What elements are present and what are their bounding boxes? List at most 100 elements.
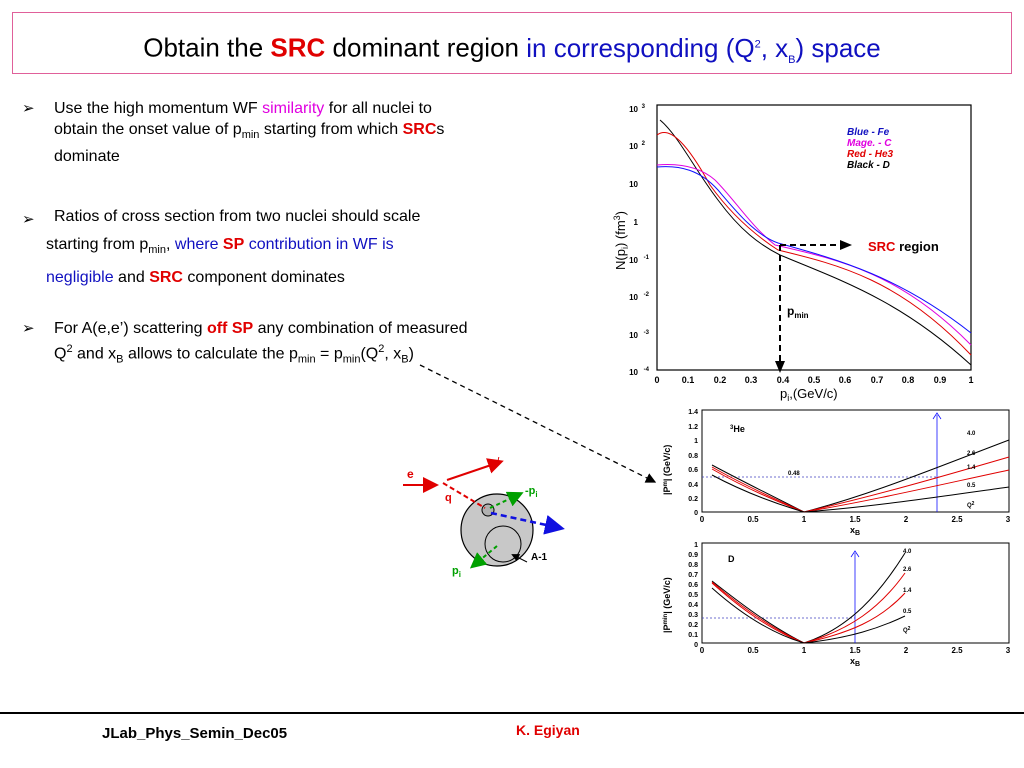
curve-label-4.0: 4.0 bbox=[967, 431, 976, 437]
svg-text:3: 3 bbox=[1006, 515, 1011, 524]
curve-label-0.5: 0.5 bbox=[903, 609, 912, 615]
curve-label-1.4: 1.4 bbox=[967, 465, 976, 471]
bullet-2: ➢ Ratios of cross section from two nucle… bbox=[22, 208, 421, 287]
curve-0.5 bbox=[711, 474, 1010, 513]
bullet-arrow-icon: ➢ bbox=[22, 100, 35, 117]
ytick-1000-exp: 3 bbox=[642, 104, 646, 110]
x-axis-label: xB bbox=[850, 525, 860, 537]
svg-text:0.8: 0.8 bbox=[688, 562, 698, 569]
x-axis-label: pi,(GeV/c) bbox=[780, 386, 838, 403]
ytick-0.001-exp: -3 bbox=[644, 330, 650, 336]
xtick-1: 1 bbox=[968, 375, 973, 385]
ytick-100-exp: 2 bbox=[642, 141, 646, 147]
xtick-0.3: 0.3 bbox=[745, 375, 758, 385]
nucleus-label: D bbox=[728, 554, 735, 564]
minus-pi-arrow bbox=[489, 491, 524, 509]
ytick-0.01-exp: -2 bbox=[644, 292, 650, 298]
ytick-1000: 10 bbox=[629, 105, 638, 114]
svg-text:1.5: 1.5 bbox=[849, 646, 861, 655]
curve-label-0.5: 0.5 bbox=[967, 483, 976, 489]
curve-1.4 bbox=[711, 468, 1010, 513]
svg-text:0.5: 0.5 bbox=[747, 646, 759, 655]
title-text: Obtain the bbox=[143, 32, 271, 63]
legend-fe: Blue - Fe bbox=[847, 127, 890, 138]
label-e: e bbox=[407, 467, 414, 481]
marker-label: 0.48 bbox=[788, 471, 800, 477]
slide-title: Obtain the SRC dominant region in corres… bbox=[13, 13, 1011, 91]
svg-text:0: 0 bbox=[700, 646, 705, 655]
xtick-0.9: 0.9 bbox=[934, 375, 947, 385]
ytick-0.1-exp: -1 bbox=[644, 255, 650, 261]
ytick-0.0001: 10 bbox=[629, 368, 638, 377]
pi-arrow bbox=[469, 545, 498, 569]
xtick-0.2: 0.2 bbox=[714, 375, 727, 385]
ytick-0.01: 10 bbox=[629, 293, 638, 302]
connector-arrow bbox=[419, 364, 657, 483]
curve-label-4.0: 4.0 bbox=[903, 549, 912, 555]
svg-text:1.2: 1.2 bbox=[688, 424, 698, 431]
svg-text:2.5: 2.5 bbox=[951, 515, 963, 524]
ytick-10: 10 bbox=[629, 180, 638, 189]
curve-carbon bbox=[656, 164, 972, 346]
svg-text:2: 2 bbox=[904, 515, 909, 524]
pmin-arrow-icon bbox=[775, 361, 785, 373]
label-a-minus-1: A-1 bbox=[531, 552, 548, 563]
q2-label: Q2 bbox=[967, 501, 975, 509]
xtick-0.6: 0.6 bbox=[839, 375, 852, 385]
ytick-0.1: 10 bbox=[629, 256, 638, 265]
deuteron-pmin-plot: 10.90.80.7 0.60.50.40.3 0.20.10 0 0.5 1 1.5… bbox=[662, 542, 1011, 668]
y-axis-label: |Pm| (GeV/c) bbox=[662, 445, 672, 495]
svg-text:1.5: 1.5 bbox=[849, 515, 861, 524]
svg-text:3: 3 bbox=[1006, 646, 1011, 655]
label-q: q bbox=[445, 492, 452, 504]
label-minus-pi: -pi bbox=[525, 485, 538, 499]
ytick-0.0001-exp: -4 bbox=[644, 367, 650, 373]
curve-label-1.4: 1.4 bbox=[903, 588, 912, 594]
svg-text:0.2: 0.2 bbox=[688, 496, 698, 503]
svg-text:0.6: 0.6 bbox=[688, 582, 698, 589]
footer-author: K. Egiyan bbox=[516, 722, 580, 738]
momentum-distribution-plot: 10 3 10 2 10 1 10 -1 10 -2 10 -3 10 -4 0 0.1 0… bbox=[612, 104, 974, 403]
svg-text:0: 0 bbox=[700, 515, 705, 524]
src-arrow-icon bbox=[840, 240, 852, 250]
he3-pmin-plot: 1.41.210.8 0.60.40.20 0 0.5 1 1.5 2 2.5 3 xB … bbox=[662, 409, 1011, 537]
curve-deuteron bbox=[659, 119, 972, 366]
svg-text:0: 0 bbox=[694, 510, 698, 517]
svg-text:1: 1 bbox=[694, 438, 698, 445]
curve-2.6 bbox=[711, 572, 906, 644]
pmin-label: pmin bbox=[787, 304, 809, 320]
xtick-0.1: 0.1 bbox=[682, 375, 695, 385]
plot-frame bbox=[701, 542, 1010, 644]
bullet-1: ➢ Use the high momentum WF similarity fo… bbox=[22, 100, 445, 166]
svg-text:0.8: 0.8 bbox=[688, 453, 698, 460]
curve-2.6 bbox=[711, 456, 1010, 513]
x-axis-label: xB bbox=[850, 656, 860, 668]
scattered-electron-arrow bbox=[446, 458, 504, 481]
curve-4.0 bbox=[711, 552, 906, 644]
legend-d: Black - D bbox=[847, 160, 890, 171]
nucleus-label: 3He bbox=[730, 424, 745, 434]
svg-text:0.2: 0.2 bbox=[688, 622, 698, 629]
xtick-0.5: 0.5 bbox=[808, 375, 821, 385]
svg-text:0.1: 0.1 bbox=[688, 632, 698, 639]
legend-c: Mage. - C bbox=[847, 138, 892, 149]
a-minus-1-pointer bbox=[511, 554, 528, 563]
legend-he3: Red - He3 bbox=[847, 149, 894, 160]
svg-text:1: 1 bbox=[802, 646, 807, 655]
title-box: Obtain the SRC dominant region in corres… bbox=[12, 12, 1012, 74]
bullet-3: ➢ For A(e,e’) scattering off SP any comb… bbox=[22, 320, 468, 366]
svg-text:1: 1 bbox=[694, 542, 698, 549]
curve-iron bbox=[656, 166, 972, 334]
spectator-circle bbox=[484, 525, 522, 563]
svg-text:0.3: 0.3 bbox=[688, 612, 698, 619]
up-arrow-icon bbox=[932, 412, 942, 420]
q2-label: Q2 bbox=[903, 626, 911, 634]
title-src: SRC bbox=[270, 32, 326, 63]
svg-text:0.4: 0.4 bbox=[688, 602, 698, 609]
ytick-100: 10 bbox=[629, 142, 638, 151]
title-text-2: dominant region bbox=[325, 32, 527, 63]
svg-text:0.6: 0.6 bbox=[688, 467, 698, 474]
title-blue: in corresponding (Q2, xB) space bbox=[526, 32, 881, 66]
label-pi: pi bbox=[452, 565, 461, 579]
